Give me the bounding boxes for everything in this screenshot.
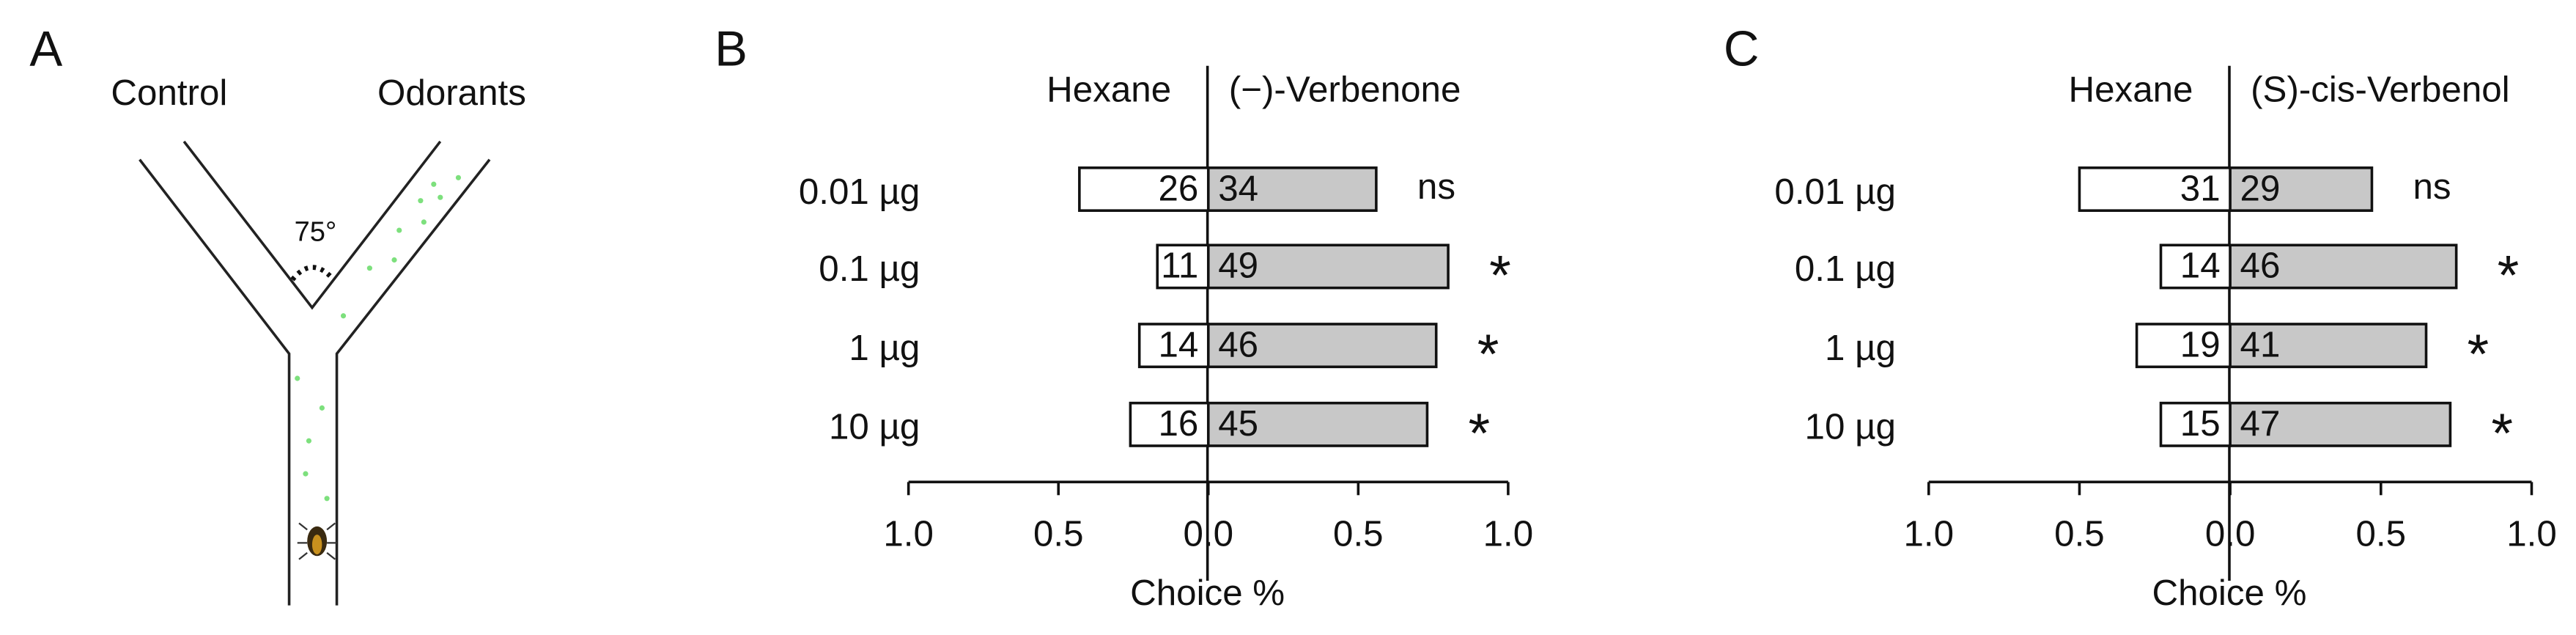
category-label: 0.1 µg	[1795, 249, 1896, 289]
count-label: 29	[2240, 168, 2281, 208]
category-label: 0.1 µg	[819, 249, 920, 289]
bar	[1137, 323, 1210, 369]
bar	[2229, 401, 2452, 447]
count-label: 14	[2180, 246, 2221, 286]
count-label: 45	[1218, 403, 1258, 444]
significance-label: *	[1489, 245, 1511, 307]
arm-label: Control	[111, 73, 227, 113]
legend-label: (−)-Verbenone	[1229, 70, 1461, 110]
count-label: 19	[2180, 324, 2221, 364]
legend-label: (S)-cis-Verbenol	[2251, 70, 2509, 110]
count-label: 46	[1218, 324, 1258, 364]
bar	[1206, 401, 1429, 447]
count-label: 11	[1161, 246, 1198, 286]
maze-wall	[335, 158, 491, 606]
bar	[1206, 323, 1438, 369]
x-tick-label: 0.5	[2054, 513, 2105, 554]
significance-label: ns	[1417, 166, 1455, 207]
count-label: 31	[2180, 168, 2221, 208]
count-label: 15	[2180, 403, 2221, 444]
beetle	[297, 522, 337, 560]
bar	[2229, 243, 2458, 290]
bar	[1206, 243, 1450, 290]
bar	[1078, 166, 1210, 212]
category-label: 1 µg	[849, 328, 920, 368]
x-tick-label: 0.5	[1033, 513, 1084, 554]
category-label: 0.01 µg	[1774, 172, 1896, 212]
x-tick-label: 0.5	[2356, 513, 2407, 554]
angle-arc	[290, 265, 336, 282]
x-tick-label: 1.0	[1903, 513, 1954, 554]
bar	[1129, 401, 1210, 447]
bar	[1206, 166, 1378, 212]
maze-wall	[139, 158, 291, 606]
x-tick-label: 1.0	[2506, 513, 2557, 554]
significance-label: ns	[2413, 166, 2451, 207]
category-label: 10 µg	[829, 407, 920, 447]
bar	[1156, 243, 1210, 290]
angle-label: 75°	[295, 216, 337, 248]
significance-label: *	[2468, 323, 2490, 386]
x-tick-label: 1.0	[1483, 513, 1534, 554]
count-label: 26	[1158, 168, 1198, 208]
count-label: 34	[1218, 168, 1258, 208]
panel-label: B	[715, 22, 748, 77]
count-label: 14	[1158, 324, 1198, 364]
significance-label: *	[1468, 403, 1490, 465]
count-label: 47	[2240, 403, 2281, 444]
x-tick-label: 1.0	[883, 513, 934, 554]
odor-dots	[295, 175, 462, 502]
count-label: 49	[1218, 246, 1258, 286]
category-label: 0.01 µg	[799, 172, 920, 212]
count-label: 46	[2240, 246, 2281, 286]
panel-label: C	[1724, 22, 1760, 77]
legend-label: Hexane	[1047, 70, 1171, 110]
bar	[2229, 323, 2428, 369]
significance-label: *	[2491, 403, 2513, 465]
count-label: 16	[1158, 403, 1198, 444]
category-label: 1 µg	[1825, 328, 1896, 368]
x-tick-label: 0.5	[1333, 513, 1384, 554]
bar	[2135, 323, 2232, 369]
bar	[2159, 401, 2232, 447]
panel-a: A Control Odorants 75°	[29, 22, 526, 606]
category-label: 10 µg	[1805, 407, 1896, 447]
bar	[2078, 166, 2232, 212]
count-label: 41	[2240, 324, 2281, 364]
bar	[2159, 243, 2232, 290]
maze-wall	[182, 140, 442, 310]
legend-label: Hexane	[2069, 70, 2193, 110]
panel-label: A	[29, 22, 62, 77]
significance-label: *	[1477, 323, 1499, 386]
arm-label: Odorants	[377, 73, 526, 113]
significance-label: *	[2498, 245, 2520, 307]
bar	[2229, 166, 2374, 212]
